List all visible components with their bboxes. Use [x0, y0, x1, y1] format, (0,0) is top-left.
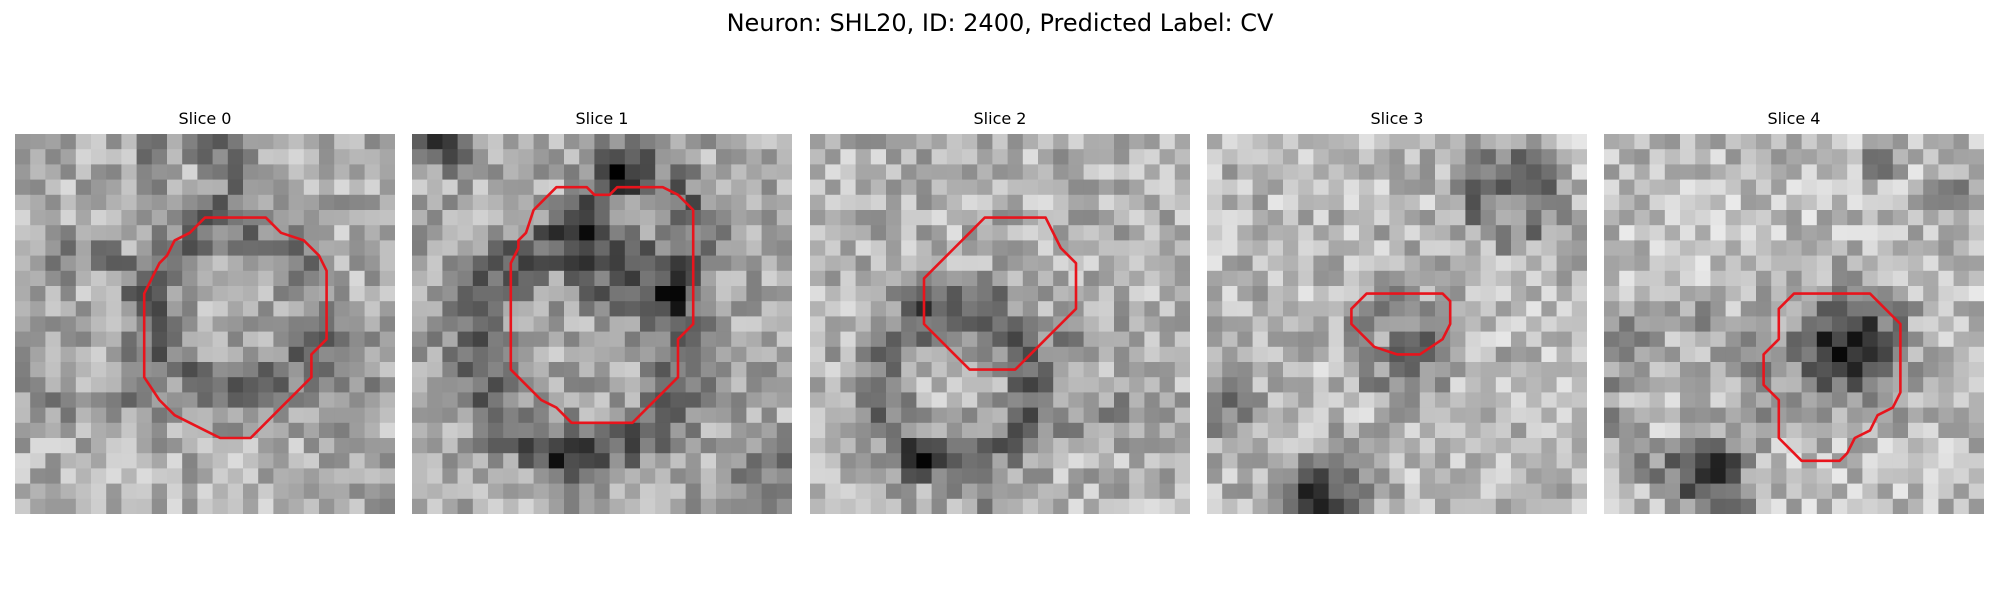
pixel-grid: [1604, 134, 1984, 514]
figure-title: Neuron: SHL20, ID: 2400, Predicted Label…: [726, 9, 1274, 37]
slice-image-2: [810, 134, 1190, 514]
pixel-grid: [1207, 134, 1587, 514]
slice-panel-1: Slice 1: [412, 109, 792, 514]
slice-image-3: [1207, 134, 1587, 514]
segmentation-outline: [1762, 292, 1902, 463]
segmentation-outline: [1350, 292, 1452, 356]
pixel-grid: [412, 134, 792, 514]
slice-panel-4: Slice 4: [1604, 109, 1984, 514]
slice-panel-3: Slice 3: [1207, 109, 1587, 514]
segmentation-outline: [142, 216, 328, 440]
slice-title-2: Slice 2: [973, 109, 1027, 128]
slice-title-0: Slice 0: [178, 109, 232, 128]
slice-title-3: Slice 3: [1370, 109, 1424, 128]
segmentation-outline: [922, 216, 1078, 371]
pixel-grid: [15, 134, 395, 514]
segmentation-outline: [509, 185, 695, 425]
slice-panel-0: Slice 0: [15, 109, 395, 514]
slice-title-4: Slice 4: [1767, 109, 1821, 128]
slice-image-0: [15, 134, 395, 514]
slice-image-4: [1604, 134, 1984, 514]
slice-panel-2: Slice 2: [810, 109, 1190, 514]
pixel-grid: [810, 134, 1190, 514]
slice-image-1: [412, 134, 792, 514]
slice-title-1: Slice 1: [575, 109, 629, 128]
